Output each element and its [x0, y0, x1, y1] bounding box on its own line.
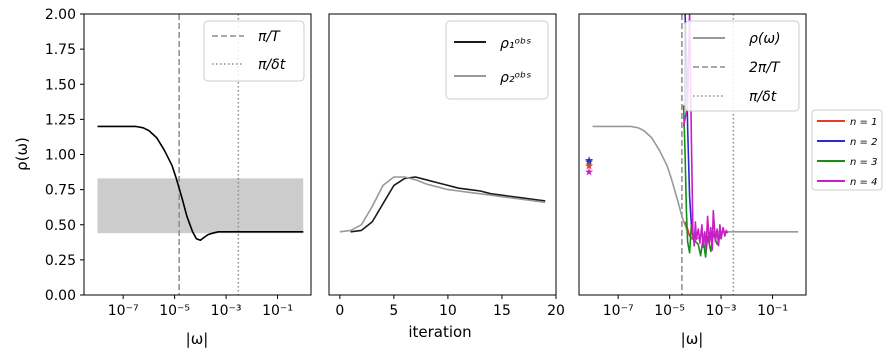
panel-1-y-tick-label-2: 0.25	[45, 253, 76, 269]
panel-1-y-tick-label-7: 1.50	[45, 77, 76, 93]
panel-2-x-tick-label-1: 0	[335, 303, 344, 319]
panel-1-series-layer	[97, 125, 304, 241]
panel-1-y-ticks: 0.00 0.25 0.50 0.75 1.00 1.25 1.50 1.75 2.00	[45, 7, 84, 304]
panel-3-marker-layer: ★★★★	[584, 154, 594, 178]
panel-1-x-tick-label-3: 10⁻³	[211, 303, 242, 319]
panel-3-x-tick-label-1: 10⁻⁷	[603, 303, 634, 319]
panel-3-x-ticks: 10⁻⁷ 10⁻⁵ 10⁻³ 10⁻¹	[603, 295, 788, 319]
panel-1-y-tick-label-1: 0.00	[45, 288, 76, 304]
panel-1-x-tick-label-2: 10⁻⁵	[159, 303, 190, 319]
panel-3-star-marker-4: ★	[584, 165, 594, 178]
panel-2-legend: ρ₁ᵒᵇˢ ρ₂ᵒᵇˢ	[445, 20, 549, 100]
panel-1-legend: π/T π/δt	[203, 20, 305, 82]
outer-legend-label-4: n = 4	[850, 177, 877, 188]
panel-1-vline-layer	[178, 14, 240, 295]
panel-1-y-axis-label: ρ(ω)	[13, 137, 31, 171]
panel-1-y-tick-label-3: 0.50	[45, 218, 76, 234]
panel-2-x-tick-label-5: 20	[547, 303, 565, 319]
panel-3-star-marker-2: ★	[584, 154, 594, 167]
panel-3-legend-label-3: π/δt	[749, 89, 777, 105]
panel-3-legend: ρ(ω) 2π/T π/δt	[684, 20, 800, 112]
panel-3-legend-label-1: ρ(ω)	[749, 31, 781, 47]
panel-3-star-marker-1: ★	[584, 156, 594, 169]
panel-2-x-axis-label: iteration	[408, 323, 471, 341]
panel-2-legend-box	[445, 20, 549, 100]
panel-2-frame	[328, 13, 557, 296]
panel-3-star-marker-3: ★	[584, 160, 594, 173]
panel-2-x-tick-label-3: 10	[439, 303, 457, 319]
panel-3-frame	[578, 13, 807, 296]
panel-3-x-tick-label-2: 10⁻⁵	[654, 303, 685, 319]
panel-2-legend-label-1: ρ₁ᵒᵇˢ	[500, 36, 532, 52]
panel-1-y-tick-label-9: 2.00	[45, 7, 76, 23]
panel-1-band-layer	[97, 178, 304, 234]
panel-1-x-tick-label-4: 10⁻¹	[262, 303, 293, 319]
panel-3: ★★★★ 10⁻⁷ 10⁻⁵ 10⁻³ 10⁻¹ |ω| ρ(ω) 2π/T π/δt	[578, 13, 807, 348]
panel-1-shaded-band	[97, 178, 304, 234]
panel-2-series-2-line	[339, 176, 546, 233]
panel-1-legend-label-2: π/δt	[258, 57, 286, 73]
panel-1-series-1-line	[97, 125, 304, 241]
panel-3-x-tick-label-4: 10⁻¹	[757, 303, 788, 319]
panel-1-legend-label-1: π/T	[258, 29, 281, 45]
panel-3-legend-label-2: 2π/T	[749, 60, 781, 76]
panel-2-series-layer	[339, 176, 546, 233]
panel-2-x-tick-label-2: 5	[389, 303, 398, 319]
panel-1-x-tick-label-1: 10⁻⁷	[108, 303, 139, 319]
panel-2: 0 5 10 15 20 iteration ρ₁ᵒᵇˢ ρ₂ᵒᵇˢ	[328, 13, 565, 341]
outer-legend: n = 1 n = 2 n = 3 n = 4	[811, 109, 883, 191]
panel-3-vline-layer	[681, 14, 735, 295]
panel-1-y-tick-label-5: 1.00	[45, 148, 76, 164]
panel-3-series-5-line	[682, 14, 729, 251]
panel-1-x-axis-label: |ω|	[186, 330, 209, 348]
panel-1-legend-box	[203, 20, 305, 82]
panel-3-x-axis-label: |ω|	[681, 330, 704, 348]
panel-2-x-tick-label-4: 15	[493, 303, 511, 319]
panel-1-y-tick-label-4: 0.75	[45, 183, 76, 199]
panel-1-y-tick-label-8: 1.75	[45, 42, 76, 58]
outer-legend-label-3: n = 3	[850, 157, 877, 168]
outer-legend-box	[811, 109, 883, 191]
panel-2-series-1-line	[350, 176, 546, 233]
panel-1-y-tick-label-6: 1.25	[45, 112, 76, 128]
panel-2-legend-label-2: ρ₂ᵒᵇˢ	[500, 70, 532, 86]
panel-1-x-ticks: 10⁻⁷ 10⁻⁵ 10⁻³ 10⁻¹	[108, 295, 293, 319]
outer-legend-label-2: n = 2	[850, 137, 877, 148]
outer-legend-label-1: n = 1	[850, 117, 877, 128]
panel-2-x-ticks: 0 5 10 15 20	[335, 295, 565, 319]
panel-1: 10⁻⁷ 10⁻⁵ 10⁻³ 10⁻¹ 0.00 0.25 0.50 0.75 1.00 1.2…	[13, 7, 312, 348]
panel-3-x-tick-label-3: 10⁻³	[706, 303, 737, 319]
panel-3-legend-box	[684, 20, 800, 112]
